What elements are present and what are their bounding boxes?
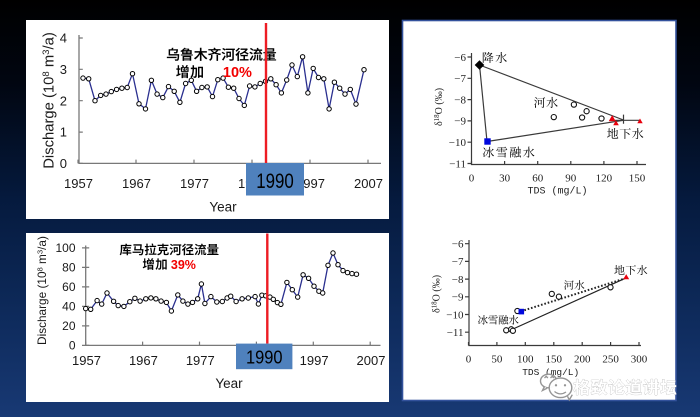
svg-text:1977: 1977 <box>180 176 209 191</box>
svg-text:0: 0 <box>469 173 475 185</box>
svg-text:80: 80 <box>62 261 76 275</box>
svg-text:Year: Year <box>215 376 243 391</box>
svg-text:−11: −11 <box>449 158 466 170</box>
svg-text:2007: 2007 <box>357 353 386 368</box>
svg-text:300: 300 <box>631 354 648 366</box>
svg-text:−8: −8 <box>452 274 464 286</box>
svg-text:−6: −6 <box>454 52 466 64</box>
svg-text:1990: 1990 <box>246 346 283 367</box>
svg-text:0: 0 <box>69 339 76 353</box>
svg-text:20: 20 <box>62 319 76 333</box>
svg-text:39%: 39% <box>171 258 196 272</box>
svg-text:3: 3 <box>60 62 67 77</box>
svg-text:1977: 1977 <box>186 353 215 368</box>
svg-text:1997: 1997 <box>300 353 329 368</box>
svg-text:1: 1 <box>60 125 67 140</box>
svg-text:TDS (mg/L): TDS (mg/L) <box>522 367 579 378</box>
svg-text:2: 2 <box>60 93 67 108</box>
svg-text:2007: 2007 <box>354 176 383 191</box>
svg-text:30: 30 <box>499 173 511 185</box>
svg-text:60: 60 <box>62 280 76 294</box>
svg-text:120: 120 <box>596 173 613 185</box>
svg-text:Year: Year <box>209 200 237 215</box>
svg-text:0: 0 <box>466 354 472 366</box>
svg-text:1990: 1990 <box>256 170 294 193</box>
svg-text:150: 150 <box>629 173 646 185</box>
svg-text:150: 150 <box>546 354 563 366</box>
svg-text:−6: −6 <box>452 239 464 251</box>
svg-text:4: 4 <box>60 31 67 46</box>
svg-text:TDS (mg/L): TDS (mg/L) <box>527 186 587 198</box>
svg-text:100: 100 <box>55 241 75 255</box>
svg-text:−9: −9 <box>452 292 464 304</box>
svg-text:−8: −8 <box>454 94 466 106</box>
svg-text:1957: 1957 <box>64 176 93 191</box>
svg-text:−11: −11 <box>447 327 464 339</box>
svg-text:−10: −10 <box>446 309 464 321</box>
svg-text:−7: −7 <box>452 256 464 268</box>
svg-text:1957: 1957 <box>72 353 101 368</box>
svg-text:0: 0 <box>60 156 67 171</box>
svg-text:250: 250 <box>602 354 619 366</box>
svg-text:−10: −10 <box>449 137 467 149</box>
svg-text:100: 100 <box>517 354 534 366</box>
svg-text:1967: 1967 <box>129 353 158 368</box>
svg-text:Discharge (108 m3/a): Discharge (108 m3/a) <box>41 32 57 169</box>
svg-text:50: 50 <box>491 354 503 366</box>
svg-text:−7: −7 <box>454 73 466 85</box>
svg-text:200: 200 <box>574 354 591 366</box>
svg-text:90: 90 <box>565 173 577 185</box>
svg-text:Discharge (108 m3/a): Discharge (108 m3/a) <box>35 236 49 345</box>
svg-text:−9: −9 <box>454 116 466 128</box>
svg-text:60: 60 <box>532 173 544 185</box>
svg-text:40: 40 <box>62 300 76 314</box>
svg-text:10%: 10% <box>223 65 252 81</box>
svg-text:1967: 1967 <box>122 176 151 191</box>
